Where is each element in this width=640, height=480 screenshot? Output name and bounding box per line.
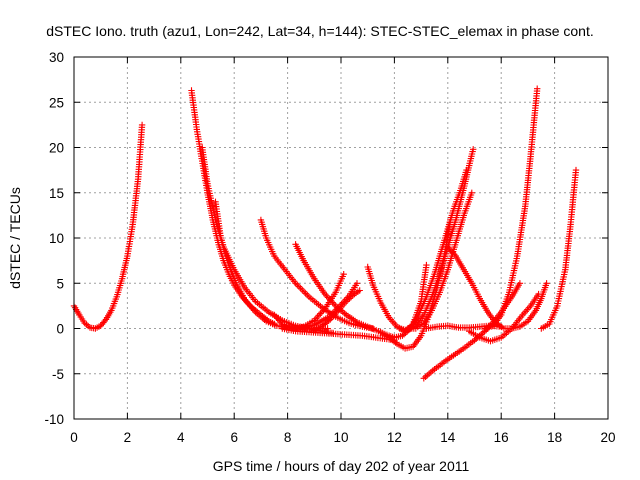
x-axis-label: GPS time / hours of day 202 of year 2011	[213, 458, 470, 474]
data-point	[340, 271, 347, 278]
data-point	[353, 280, 361, 287]
x-tick-label: 0	[70, 430, 78, 445]
series-9	[311, 287, 363, 334]
y-axis-label: dSTEC / TECUs	[7, 187, 23, 289]
data-point	[535, 290, 542, 298]
data-point	[423, 261, 430, 269]
data-point	[463, 166, 470, 174]
data-point	[356, 287, 363, 294]
data-point	[470, 146, 477, 153]
grid	[74, 57, 608, 419]
x-tick-label: 12	[387, 430, 402, 445]
x-tick-label: 20	[600, 430, 615, 445]
series-14	[404, 189, 475, 332]
data-point	[138, 121, 146, 129]
data-point	[468, 189, 475, 196]
data-point	[572, 166, 580, 174]
series-20	[482, 85, 541, 332]
x-tick-label: 6	[230, 430, 238, 445]
x-tick-label: 16	[494, 430, 509, 445]
y-tick-labels: -10 -5 0 5 10 15 20 25 30	[44, 50, 64, 427]
plot-data	[70, 85, 580, 382]
y-tick-label: 0	[56, 322, 64, 337]
data-point	[324, 325, 331, 332]
x-tick-label: 8	[284, 430, 292, 445]
x-tick-label: 2	[124, 430, 132, 445]
series-19	[466, 290, 542, 345]
y-tick-label: 15	[49, 186, 64, 201]
chart-title: dSTEC Iono. truth (azu1, Lon=242, Lat=34…	[46, 23, 593, 39]
y-tick-label: 30	[49, 50, 64, 65]
x-tick-labels: 0 2 4 6 8 10 12 14 16 18 20	[70, 430, 615, 445]
data-point	[534, 85, 541, 92]
data-point	[543, 280, 550, 287]
y-tick-label: 10	[49, 231, 64, 246]
series-21	[538, 166, 580, 332]
x-tick-label: 18	[547, 430, 562, 445]
y-tick-label: -10	[44, 412, 64, 427]
y-tick-label: 5	[56, 276, 64, 291]
y-tick-label: 25	[49, 95, 64, 110]
series-1	[70, 121, 146, 332]
series-15	[391, 166, 470, 341]
y-tick-label: 20	[49, 141, 64, 156]
data-point	[516, 280, 524, 287]
x-tick-label: 10	[333, 430, 348, 445]
series-4	[199, 144, 337, 337]
y-tick-label: -5	[52, 367, 64, 382]
axis-ticks	[73, 56, 609, 420]
x-tick-label: 4	[177, 430, 185, 445]
x-tick-label: 14	[440, 430, 456, 445]
